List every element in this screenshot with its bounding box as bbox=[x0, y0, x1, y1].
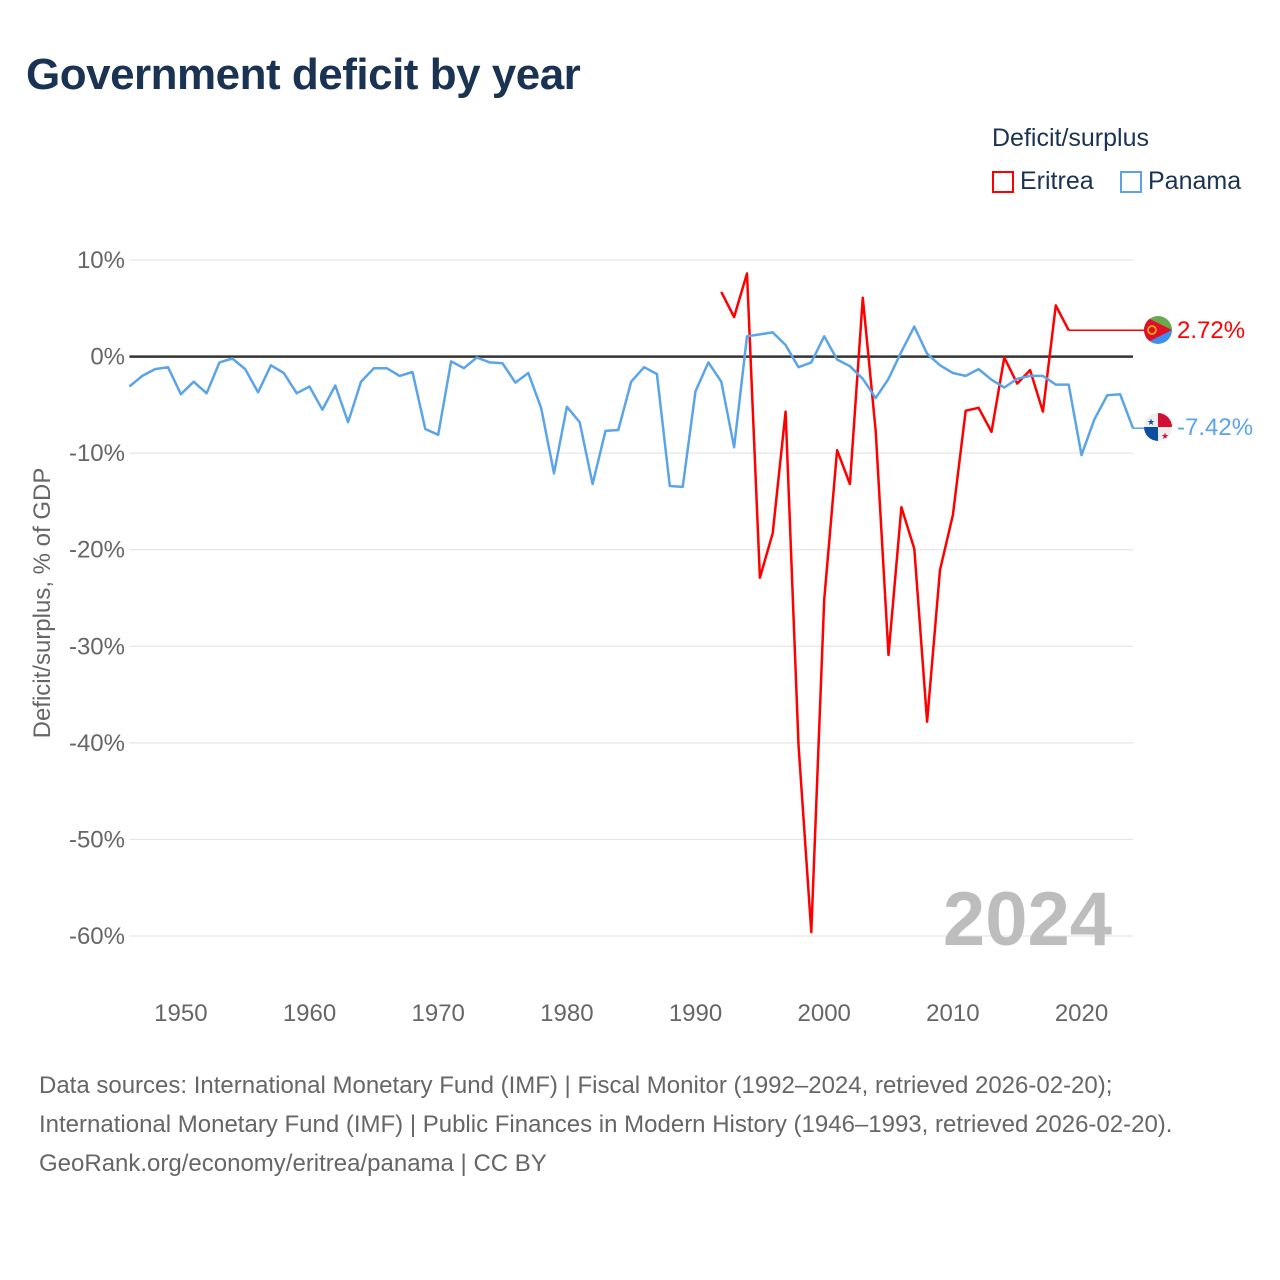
legend-item-panama[interactable]: Panama bbox=[1120, 167, 1241, 196]
end-label-eritrea: 2.72% bbox=[1177, 317, 1245, 344]
y-axis-label: Deficit/surplus, % of GDP bbox=[29, 468, 56, 739]
x-tick-label: 2000 bbox=[798, 1000, 851, 1027]
legend-swatch-panama bbox=[1120, 170, 1142, 193]
svg-text:★: ★ bbox=[1147, 417, 1155, 427]
eritrea-flag-icon bbox=[1144, 316, 1172, 344]
y-tick-label: -40% bbox=[69, 730, 125, 757]
legend-swatch-eritrea bbox=[992, 170, 1014, 193]
y-tick-label: -50% bbox=[69, 826, 125, 853]
y-tick-label: -10% bbox=[69, 440, 125, 467]
x-tick-label: 1970 bbox=[412, 1000, 465, 1027]
y-tick-label: 0% bbox=[90, 344, 125, 371]
series-line-eritrea bbox=[720, 272, 1070, 934]
x-tick-label: 2010 bbox=[926, 1000, 979, 1027]
x-tick-label: 1980 bbox=[540, 1000, 593, 1027]
svg-text:★: ★ bbox=[1161, 431, 1169, 441]
legend-item-eritrea[interactable]: Eritrea bbox=[992, 167, 1094, 196]
chart-title: Government deficit by year bbox=[26, 50, 581, 99]
legend-title: Deficit/surplus bbox=[992, 124, 1149, 152]
y-tick-label: -30% bbox=[69, 633, 125, 660]
x-tick-label: 1960 bbox=[283, 1000, 336, 1027]
y-tick-label: 10% bbox=[77, 247, 125, 274]
data-sources: Data sources: International Monetary Fun… bbox=[39, 1072, 1173, 1138]
end-label-panama: -7.42% bbox=[1177, 414, 1253, 441]
credit-link[interactable]: GeoRank.org/economy/eritrea/panama | CC … bbox=[39, 1150, 547, 1177]
series-line-panama bbox=[128, 325, 1135, 489]
x-tick-label: 2020 bbox=[1055, 1000, 1108, 1027]
legend-label: Eritrea bbox=[1020, 167, 1094, 195]
y-tick-label: -20% bbox=[69, 537, 125, 564]
line-chart: 10% 0% -10% -20% -30% -40% -50% -60% 1950 1960 19… bbox=[29, 247, 1253, 1027]
y-tick-label: -60% bbox=[69, 923, 125, 950]
panama-flag-icon: ★ ★ bbox=[1144, 413, 1172, 441]
footer: Data sources: International Monetary Fun… bbox=[39, 1066, 1239, 1183]
year-watermark: 2024 bbox=[943, 877, 1112, 962]
x-tick-label: 1950 bbox=[154, 1000, 207, 1027]
x-tick-label: 1990 bbox=[669, 1000, 722, 1027]
legend-label: Panama bbox=[1148, 167, 1242, 195]
